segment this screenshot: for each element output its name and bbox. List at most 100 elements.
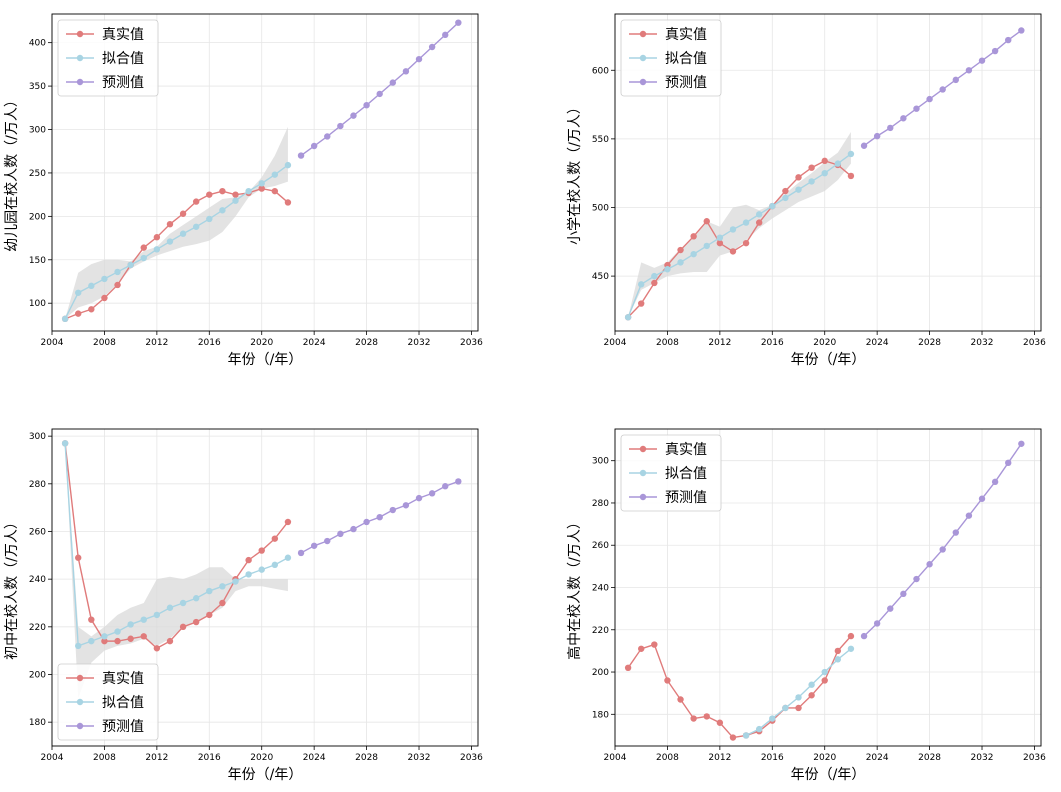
legend-label-forecast: 预测值	[102, 75, 144, 91]
data-point-actual	[258, 185, 265, 192]
data-point-fitted	[284, 161, 292, 169]
x-tick-label: 2016	[198, 753, 221, 763]
legend-marker-actual	[76, 674, 84, 682]
x-tick-label: 2016	[198, 338, 221, 348]
data-point-actual	[206, 191, 213, 198]
data-point-actual	[179, 623, 187, 631]
data-point-forecast	[376, 513, 383, 521]
data-point-fitted	[808, 681, 815, 688]
data-point-actual	[114, 281, 121, 289]
data-point-forecast	[428, 490, 436, 497]
legend-label-forecast: 预测值	[102, 719, 144, 735]
data-point-forecast	[926, 95, 933, 103]
data-point-forecast	[860, 632, 868, 640]
x-tick-label: 2028	[918, 753, 941, 763]
x-tick-label: 2024	[866, 753, 889, 763]
data-point-fitted	[245, 187, 252, 195]
legend-label-fitted: 拟合值	[665, 466, 707, 482]
data-point-forecast	[363, 518, 370, 526]
y-tick-label: 180	[592, 710, 609, 720]
y-axis-label: 高中在校人数（/万人）	[566, 515, 583, 660]
data-point-forecast	[363, 101, 370, 109]
data-point-fitted	[795, 694, 802, 701]
data-point-forecast	[900, 590, 907, 598]
data-point-forecast	[860, 142, 868, 149]
y-axis-label: 幼儿园在校人数（/万人）	[3, 93, 20, 252]
x-tick-label: 2036	[460, 753, 483, 763]
data-point-actual	[651, 279, 658, 287]
data-point-actual	[245, 556, 252, 564]
data-point-actual	[716, 239, 724, 247]
data-point-actual	[140, 244, 147, 251]
chart-senior-high: 2004 2008 2012 2016 2020 2024 2028 2032 2036 180 2…	[566, 428, 1046, 783]
data-point-forecast	[939, 546, 946, 553]
data-point-actual	[75, 554, 82, 561]
data-point-actual	[258, 547, 265, 554]
data-point-fitted	[808, 178, 815, 185]
data-point-actual	[821, 157, 828, 165]
data-point-actual	[782, 187, 789, 195]
data-point-forecast	[900, 115, 907, 122]
data-point-actual	[101, 637, 108, 645]
data-point-forecast	[1005, 36, 1012, 44]
x-tick-label: 2024	[303, 338, 326, 348]
data-point-fitted	[179, 230, 187, 237]
legend-marker-actual	[639, 445, 647, 453]
series-forecast	[297, 19, 462, 159]
series-forecast	[860, 440, 1025, 640]
data-point-actual	[271, 187, 279, 195]
data-point-forecast	[402, 68, 410, 75]
axes-frame	[51, 13, 479, 332]
data-point-fitted	[651, 272, 658, 280]
data-point-forecast	[952, 76, 959, 84]
x-axis-label: 年份（/年）	[228, 767, 303, 783]
x-tick-label: 2024	[866, 338, 889, 348]
x-tick-label: 2028	[355, 338, 378, 348]
data-point-forecast	[887, 605, 894, 612]
legend-label-fitted: 拟合值	[102, 695, 144, 711]
x-tick-label: 2012	[708, 753, 731, 763]
data-point-forecast	[965, 512, 973, 519]
data-point-fitted	[101, 275, 108, 283]
data-point-forecast	[978, 495, 986, 502]
data-point-fitted	[219, 207, 226, 214]
data-point-fitted	[271, 561, 279, 569]
data-point-forecast	[297, 549, 305, 557]
y-tick-label: 280	[29, 480, 46, 490]
data-point-forecast	[337, 530, 344, 538]
data-point-actual	[192, 618, 200, 626]
data-point-fitted	[88, 282, 95, 290]
x-tick-label: 2004	[41, 338, 64, 348]
y-tick-label: 200	[592, 668, 609, 678]
data-point-forecast	[939, 86, 946, 93]
series-forecast	[860, 27, 1025, 149]
data-point-forecast	[978, 57, 986, 64]
legend-label-actual: 真实值	[665, 442, 707, 458]
data-point-actual	[690, 233, 697, 240]
chart-kindergarten: 2004 2008 2012 2016 2020 2024 2028 2032 2036 100 1…	[3, 13, 483, 368]
x-tick-label: 2036	[1023, 338, 1046, 348]
x-tick-label: 2004	[604, 753, 627, 763]
data-point-actual	[808, 164, 815, 171]
chart-primary-school: 2004 2008 2012 2016 2020 2024 2028 2032 2036 450 5…	[566, 13, 1046, 368]
data-point-forecast	[991, 478, 999, 486]
data-point-fitted	[114, 268, 121, 276]
legend-marker-actual	[76, 30, 84, 38]
data-point-fitted	[206, 587, 213, 595]
data-point-fitted	[638, 281, 645, 288]
data-point-actual	[88, 306, 95, 313]
data-point-actual	[75, 310, 82, 317]
data-point-fitted	[821, 169, 828, 177]
data-point-forecast	[310, 142, 318, 150]
y-tick-label: 280	[592, 499, 609, 509]
data-point-fitted	[716, 234, 724, 241]
y-tick-label: 300	[592, 457, 609, 467]
legend-marker-forecast	[76, 78, 84, 86]
x-tick-label: 2004	[41, 753, 64, 763]
data-point-actual	[690, 715, 697, 722]
data-point-forecast	[324, 537, 331, 545]
data-point-forecast	[991, 47, 999, 55]
data-point-forecast	[376, 90, 383, 98]
